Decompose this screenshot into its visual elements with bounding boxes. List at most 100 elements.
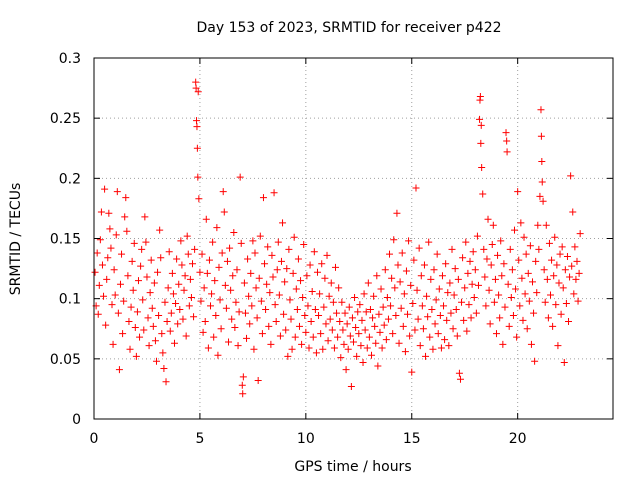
data-point (272, 318, 280, 326)
data-point (531, 357, 539, 365)
data-point (130, 239, 138, 247)
data-point (198, 250, 206, 258)
data-point (110, 266, 118, 274)
data-point (288, 345, 296, 353)
data-point (151, 337, 159, 345)
data-point (127, 303, 135, 311)
data-point (497, 237, 505, 245)
data-point (353, 352, 361, 360)
data-point (230, 228, 238, 236)
data-point (177, 237, 185, 245)
data-point (302, 328, 310, 336)
data-point (313, 268, 321, 276)
data-point (250, 345, 258, 353)
data-point (508, 266, 516, 274)
data-point (562, 299, 570, 307)
data-point (159, 349, 167, 357)
data-point (372, 339, 380, 347)
data-point (139, 296, 147, 304)
data-point (124, 272, 132, 280)
data-point (115, 366, 123, 374)
chart-title: Day 153 of 2023, SRMTID for receiver p42… (196, 20, 501, 36)
data-point (379, 303, 387, 311)
y-tick-label: 0 (72, 412, 81, 428)
data-point (182, 332, 190, 340)
data-point (494, 251, 502, 259)
data-point (240, 279, 248, 287)
data-point (464, 269, 472, 277)
data-point (116, 280, 124, 288)
data-point (327, 279, 335, 287)
data-point (461, 284, 469, 292)
data-point (213, 224, 221, 232)
data-point (246, 320, 254, 328)
data-point (340, 340, 348, 348)
data-point (209, 238, 217, 246)
data-point (368, 351, 376, 359)
data-point (446, 279, 454, 287)
data-point (557, 310, 565, 318)
data-point (163, 318, 171, 326)
data-point (265, 322, 273, 330)
data-point (192, 78, 200, 86)
data-point (484, 215, 492, 223)
x-tick-label: 15 (403, 431, 421, 447)
data-point (310, 248, 318, 256)
data-point (570, 290, 578, 298)
data-point (223, 257, 231, 265)
data-point (431, 320, 439, 328)
data-point (544, 314, 552, 322)
data-point (200, 284, 208, 292)
data-point (112, 231, 120, 239)
data-point (289, 269, 297, 277)
data-point (434, 330, 442, 338)
data-point (233, 266, 241, 274)
data-point (435, 285, 443, 293)
data-point (535, 245, 543, 253)
data-point (552, 301, 560, 309)
data-point (575, 269, 583, 277)
x-tick-label: 20 (509, 431, 527, 447)
data-point (449, 325, 457, 333)
data-point (275, 291, 283, 299)
data-point (104, 254, 112, 262)
data-point (221, 281, 229, 289)
data-point (476, 93, 484, 101)
data-point (148, 304, 156, 312)
data-point (410, 256, 418, 264)
data-point (232, 298, 240, 306)
data-point (165, 248, 173, 256)
data-point (503, 137, 511, 145)
data-point (281, 278, 289, 286)
data-point (306, 261, 314, 269)
data-point (397, 304, 405, 312)
data-point (555, 279, 563, 287)
data-point (215, 263, 223, 271)
data-point (276, 332, 284, 340)
data-point (228, 315, 236, 323)
data-point (382, 336, 390, 344)
data-point (241, 309, 249, 317)
data-point (473, 232, 481, 240)
data-point (155, 312, 163, 320)
data-point (469, 248, 477, 256)
data-point (266, 289, 274, 297)
data-point (234, 342, 242, 350)
data-point (299, 293, 307, 301)
data-point (444, 289, 452, 297)
y-tick-label: 0.25 (50, 111, 81, 127)
y-tick-label: 0.15 (50, 232, 81, 248)
data-point (298, 340, 306, 348)
data-point (392, 312, 400, 320)
data-point (247, 269, 255, 277)
data-point (516, 302, 524, 310)
data-point (438, 272, 446, 280)
data-point (441, 336, 449, 344)
y-tick-label: 0.3 (59, 51, 81, 67)
data-point (167, 309, 175, 317)
data-point (479, 190, 487, 198)
data-point (510, 226, 518, 234)
data-point (318, 260, 326, 268)
data-point (399, 322, 407, 330)
data-point (218, 249, 226, 257)
